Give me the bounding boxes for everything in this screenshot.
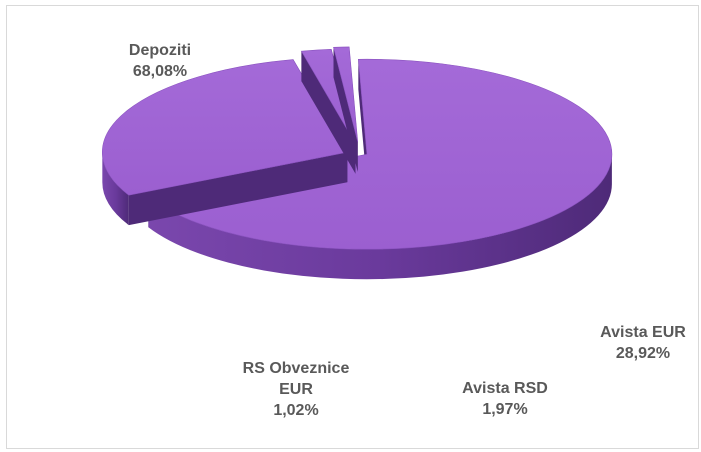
label-avista-rsd-value: 1,97% [482,401,528,418]
pie-slice-top [147,58,613,250]
label-rs-obveznice-value: 1,02% [273,402,319,419]
pie-slice-top [300,48,356,144]
pie-slice-avista-eur [102,59,348,226]
label-avista-eur-value: 28,92% [615,345,671,362]
pie-slice-rs-obveznice-eur [333,46,359,172]
label-avista-eur: Avista EUR 28,92% [588,322,698,364]
label-depoziti-value: 68,08% [132,63,188,80]
label-avista-rsd-name: Avista RSD [462,380,548,397]
pie-slice-wall [358,59,367,185]
pie-slice-top [333,46,359,142]
label-rs-obveznice-name-line2: EUR [279,381,313,398]
pie-slice-wall [128,152,348,226]
pie-slice-rim [102,152,129,226]
label-avista-rsd: Avista RSD 1,97% [450,378,560,420]
pie-slice-top [102,59,348,196]
pie-slice-wall [333,47,358,172]
label-depoziti-name: Depoziti [128,42,192,59]
label-depoziti: Depoziti 68,08% [105,40,215,82]
label-rs-obveznice-name-line1: RS Obveznice [242,360,350,377]
pie-slice-rim [148,154,612,280]
label-avista-eur-name: Avista EUR [600,324,686,341]
label-rs-obveznice: RS Obveznice EUR 1,02% [226,358,366,421]
pie-slice-wall [301,51,356,174]
